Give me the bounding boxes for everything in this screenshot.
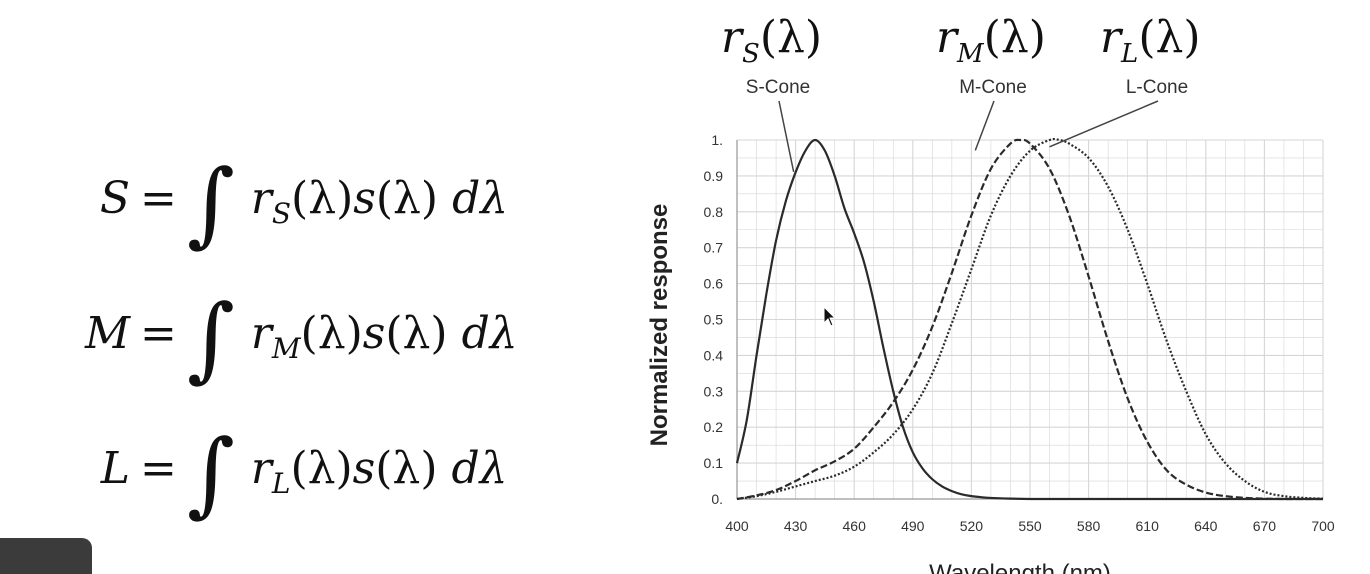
- y-tick-label: 0.8: [704, 204, 724, 220]
- series-lines: [735, 137, 1324, 501]
- equals-sign: =: [140, 443, 177, 494]
- equation-s: S = ∫ rS(λ)s(λ) dλ: [20, 150, 508, 257]
- spectrum-func: s: [352, 443, 376, 494]
- y-tick-label: 0.5: [704, 312, 724, 328]
- lambda-arg: (λ): [385, 308, 448, 359]
- function-label: rM(λ): [936, 12, 1046, 69]
- lambda-arg: (λ): [291, 173, 354, 224]
- x-axis-title: Wavelength (nm): [929, 560, 1111, 574]
- y-tick-label: 0.6: [704, 276, 724, 292]
- grid: [736, 139, 1324, 500]
- mouse-cursor-icon: [823, 306, 837, 327]
- equals-sign: =: [140, 173, 177, 224]
- y-tick-label: 0.2: [704, 419, 724, 435]
- response-func: r: [250, 308, 272, 359]
- integral-sign: ∫: [186, 420, 235, 527]
- x-tick-label: 550: [1018, 518, 1042, 534]
- response-func: r: [250, 443, 272, 494]
- x-tick-label: 520: [960, 518, 984, 534]
- series-line-m-cone: [736, 138, 1323, 501]
- equation-lhs: S: [99, 173, 130, 224]
- y-tick-label: 0.9: [704, 168, 724, 184]
- x-tick-label: 610: [1136, 518, 1160, 534]
- equation-l: L = ∫ rL(λ)s(λ) dλ: [20, 420, 508, 527]
- x-tick-label: 580: [1077, 518, 1101, 534]
- equals-sign: =: [140, 308, 177, 359]
- response-func-sub: M: [271, 332, 301, 365]
- function-label: rS(λ): [721, 12, 822, 69]
- cone-label: L-Cone: [1126, 77, 1188, 98]
- spectrum-func: s: [362, 308, 386, 359]
- series-labels: S-Cone rS(λ) M-Cone rM(λ) L-Cone rL(λ): [721, 12, 1201, 173]
- cone-response-chart: 400 430 460 490 520 550 580 610 640 670 700 0. 0.1 0.…: [646, 12, 1335, 574]
- x-tick-label: 700: [1311, 518, 1335, 534]
- y-tick-label: 0.4: [704, 347, 724, 363]
- series-line-s-cone: [735, 138, 1323, 501]
- response-func-sub: L: [271, 467, 291, 500]
- label-pointer-line: [778, 100, 795, 173]
- y-axis-title: Normalized response: [646, 204, 673, 447]
- lambda-arg: (λ): [290, 443, 353, 494]
- d-lambda: dλ: [452, 173, 509, 224]
- y-tick-label: 1.: [711, 132, 723, 148]
- lambda-arg: (λ): [300, 308, 363, 359]
- integral-sign: ∫: [186, 285, 235, 392]
- integral-sign: ∫: [186, 150, 235, 257]
- tick-labels: 400 430 460 490 520 550 580 610 640 670 700 0. 0.1 0.…: [704, 132, 1335, 534]
- response-func: r: [250, 173, 272, 224]
- lambda-arg: (λ): [375, 173, 439, 224]
- y-tick-label: 0.1: [704, 455, 724, 471]
- label-pointer-line: [974, 100, 995, 151]
- function-label: rL(λ): [1100, 12, 1201, 69]
- spectrum-func: s: [353, 173, 376, 224]
- y-tick-label: 0.7: [704, 240, 724, 256]
- y-tick-label: 0.3: [704, 383, 724, 399]
- video-thumbnail[interactable]: [0, 538, 92, 574]
- equation-lhs: L: [100, 443, 130, 494]
- x-tick-label: 460: [843, 518, 867, 534]
- d-lambda: dλ: [451, 443, 508, 494]
- x-tick-label: 640: [1194, 518, 1218, 534]
- d-lambda: dλ: [461, 308, 518, 359]
- x-tick-label: 490: [901, 518, 925, 534]
- equation-m: M = ∫ rM(λ)s(λ) dλ: [20, 285, 518, 392]
- x-tick-label: 430: [784, 518, 808, 534]
- cone-label: S-Cone: [746, 77, 810, 98]
- equations-panel: S = ∫ rS(λ)s(λ) dλ M = ∫ rM(λ)s(λ) dλ L = ∫ rL(λ)…: [20, 120, 540, 540]
- x-tick-label: 400: [725, 518, 749, 534]
- cone-label: M-Cone: [959, 77, 1027, 98]
- y-tick-label: 0.: [711, 491, 723, 507]
- label-pointer-line: [1049, 100, 1159, 148]
- lambda-arg: (λ): [375, 443, 438, 494]
- equation-lhs: M: [84, 308, 130, 359]
- x-tick-label: 670: [1253, 518, 1277, 534]
- response-func-sub: S: [271, 197, 292, 230]
